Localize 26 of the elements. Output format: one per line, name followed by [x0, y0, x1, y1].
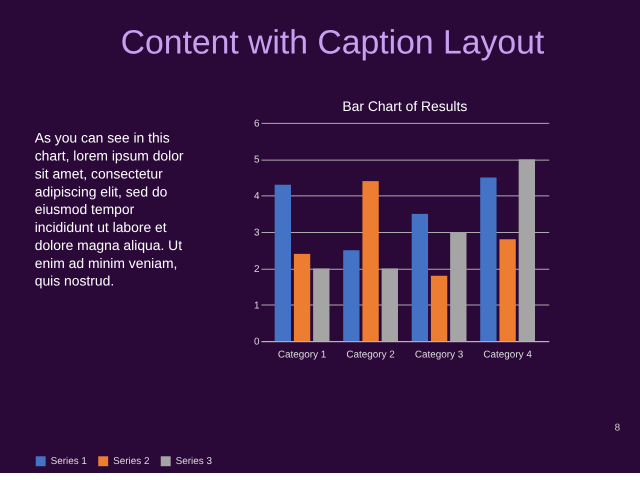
y-tick-label: 3	[254, 228, 260, 239]
y-tick-label: 0	[254, 336, 260, 348]
bar	[480, 177, 497, 342]
y-tick-label: 2	[254, 264, 260, 275]
legend-label: Series 1	[50, 456, 88, 468]
legend-label: Series 3	[176, 456, 212, 468]
bar	[294, 254, 310, 342]
x-tick-label: Category 4	[483, 350, 532, 361]
bar	[362, 181, 379, 342]
legend-label: Series 2	[113, 456, 150, 468]
y-tick-label: 4	[254, 191, 260, 202]
y-tick-label: 5	[254, 154, 260, 166]
bar	[412, 214, 428, 342]
chart-title: Content with Caption Layout	[120, 23, 545, 62]
text: As you can see in this chart, lorem ipsum dolor sit amet, consectetur adipiscing elit, sed do eiusmod tempor incididunt ut labore et dolore magna aliqua. Ut enim ad minim veniam, quis nostrud.	[34, 130, 184, 289]
bar	[430, 276, 448, 342]
bar	[499, 239, 516, 342]
text: 8	[614, 422, 621, 434]
bar	[343, 250, 360, 342]
x-tick-label: Category 2	[346, 350, 396, 361]
chart-subtitle: Bar Chart of Results	[342, 98, 468, 114]
x-tick-label: Category 3	[414, 350, 464, 361]
y-tick-label: 1	[254, 300, 260, 312]
bar	[274, 184, 292, 342]
y-tick-label: 6	[254, 118, 260, 130]
x-tick-label: Category 1	[278, 350, 327, 361]
